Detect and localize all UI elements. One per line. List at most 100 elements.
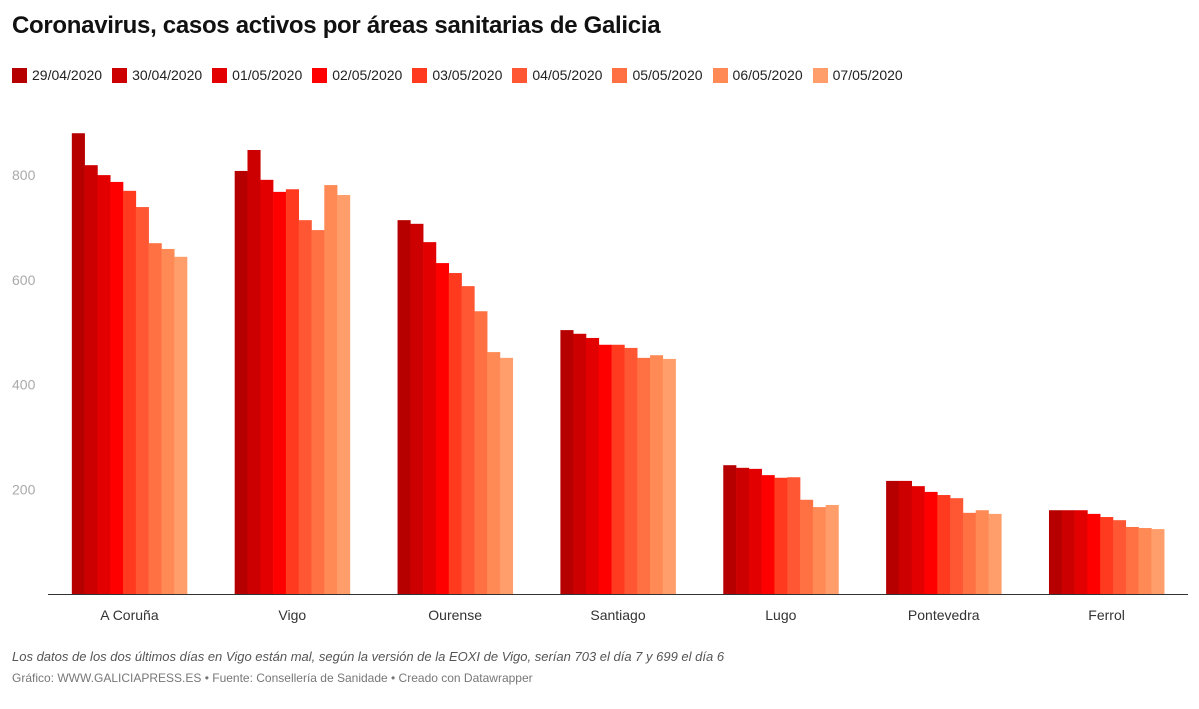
bar — [886, 480, 900, 594]
bar — [787, 477, 801, 594]
bar — [410, 223, 424, 594]
legend-label: 06/05/2020 — [732, 67, 803, 83]
bar — [423, 242, 437, 594]
bar — [748, 468, 762, 594]
bar — [148, 243, 162, 595]
legend-item: 02/05/2020 — [312, 67, 402, 83]
chart-title: Coronavirus, casos activos por áreas san… — [12, 12, 661, 39]
legend-label: 02/05/2020 — [332, 67, 403, 83]
bar — [950, 498, 964, 594]
bar — [324, 185, 338, 594]
legend-label: 07/05/2020 — [832, 67, 903, 83]
legend: 29/04/2020 30/04/2020 01/05/2020 02/05/2020… — [12, 67, 903, 83]
legend-item: 03/05/2020 — [412, 67, 502, 83]
legend-label: 01/05/2020 — [232, 67, 303, 83]
bar — [1151, 529, 1165, 594]
bar — [637, 357, 651, 594]
legend-label: 29/04/2020 — [32, 67, 103, 83]
bar — [247, 149, 261, 595]
bar — [260, 179, 274, 594]
y-tick-label: 600 — [12, 272, 36, 288]
legend-item: 30/04/2020 — [112, 67, 202, 83]
chart-note: Los datos de los dos últimos días en Vig… — [12, 649, 725, 664]
bar — [962, 512, 977, 594]
legend-swatch — [812, 67, 828, 83]
legend-label: 04/05/2020 — [532, 67, 603, 83]
legend-item: 06/05/2020 — [712, 67, 803, 83]
bar — [135, 207, 149, 594]
bar — [1087, 513, 1101, 594]
bar — [975, 510, 989, 594]
bar — [573, 333, 587, 594]
bar — [487, 352, 501, 594]
bar — [285, 189, 299, 594]
bar — [611, 344, 625, 594]
bar — [988, 513, 1002, 594]
bar — [825, 504, 839, 594]
bar — [1048, 510, 1063, 594]
legend-swatch — [12, 67, 27, 83]
bar — [311, 230, 325, 594]
bar — [560, 330, 574, 594]
legend-swatch — [612, 67, 628, 83]
legend-item: 29/04/2020 — [12, 67, 102, 83]
bar — [161, 248, 175, 594]
bar — [1074, 510, 1088, 594]
x-tick-label: Ourense — [428, 607, 482, 623]
bar — [71, 133, 85, 594]
x-tick-label: Lugo — [765, 607, 796, 623]
bar — [123, 190, 137, 594]
x-tick-label: Santiago — [590, 607, 645, 623]
bar — [624, 347, 638, 594]
bar — [650, 355, 664, 594]
bar — [1138, 528, 1152, 594]
bar — [435, 263, 450, 594]
x-tick-label: Pontevedra — [908, 607, 980, 623]
bar — [84, 165, 98, 594]
x-tick-label: Vigo — [278, 607, 306, 623]
x-tick-label: A Coruña — [100, 607, 159, 623]
legend-item: 07/05/2020 — [812, 67, 903, 83]
bar — [499, 357, 514, 594]
legend-swatch — [712, 67, 728, 83]
bar — [937, 495, 951, 594]
bar — [337, 195, 351, 595]
bar — [662, 358, 676, 594]
bar — [234, 170, 248, 594]
bar — [1112, 520, 1127, 594]
legend-label: 05/05/2020 — [632, 67, 703, 83]
bar — [598, 344, 612, 594]
bar — [800, 499, 814, 594]
bar — [911, 486, 925, 594]
bar — [723, 465, 737, 594]
legend-swatch — [212, 67, 228, 83]
legend-item: 05/05/2020 — [612, 67, 703, 83]
legend-swatch — [512, 67, 528, 83]
bar — [924, 491, 938, 594]
bar — [273, 191, 287, 595]
bar — [1125, 526, 1139, 594]
bar — [898, 480, 913, 594]
bar — [1100, 517, 1114, 594]
bar — [774, 477, 788, 594]
legend-label: 30/04/2020 — [132, 67, 203, 83]
bar — [397, 220, 411, 594]
y-tick-label: 800 — [12, 167, 36, 183]
bar — [110, 181, 124, 594]
bar — [736, 467, 750, 594]
bar — [761, 475, 775, 594]
legend-swatch — [412, 67, 428, 83]
legend-swatch — [312, 67, 328, 83]
bar — [461, 286, 475, 594]
legend-item: 01/05/2020 — [212, 67, 302, 83]
bar — [1061, 510, 1075, 594]
bar — [586, 337, 600, 594]
legend-label: 03/05/2020 — [432, 67, 503, 83]
y-tick-label: 200 — [12, 481, 36, 497]
legend-swatch — [112, 67, 128, 83]
bar — [97, 175, 111, 594]
legend-item: 04/05/2020 — [512, 67, 602, 83]
x-tick-label: Ferrol — [1088, 607, 1125, 623]
bar — [474, 311, 488, 594]
